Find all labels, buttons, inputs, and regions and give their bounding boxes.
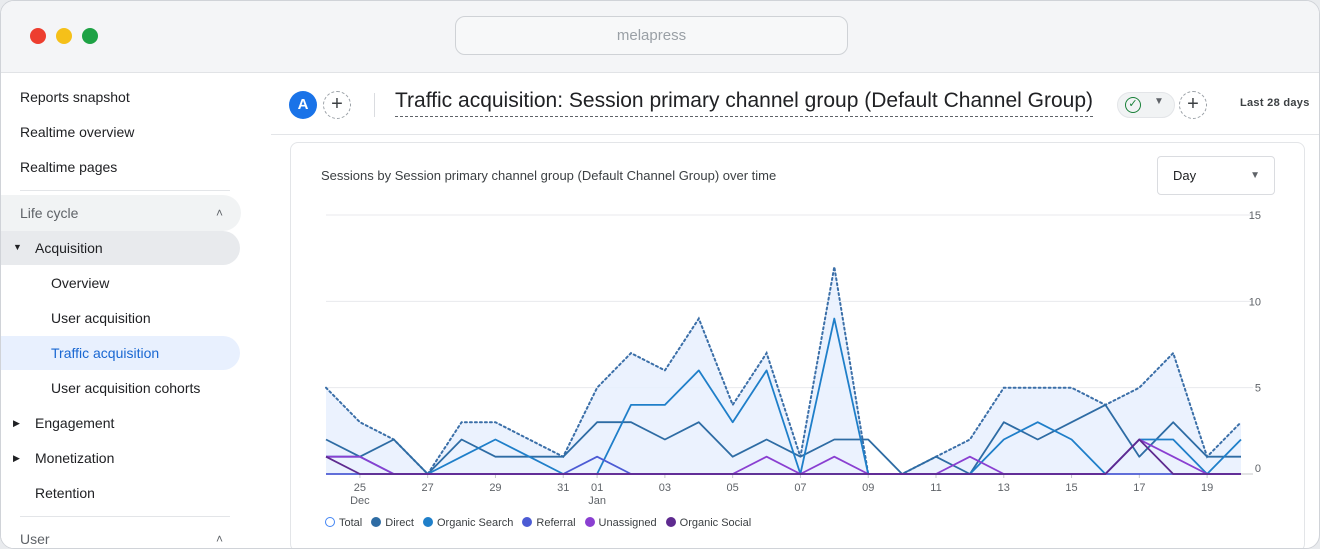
comparison-avatar[interactable]: A bbox=[289, 91, 317, 119]
caret-down-icon: ▼ bbox=[1250, 170, 1260, 181]
address-bar[interactable]: melapress bbox=[455, 16, 848, 55]
nav-retention[interactable]: Retention bbox=[35, 485, 95, 501]
caret-right-icon[interactable]: ▶ bbox=[13, 453, 20, 463]
report-status-button[interactable]: ✓ ▼ bbox=[1117, 92, 1175, 118]
nav-engagement[interactable]: Engagement bbox=[35, 415, 115, 431]
sidebar: Reports snapshot Realtime overview Realt… bbox=[1, 73, 271, 548]
legend-swatch bbox=[522, 517, 533, 527]
legend-swatch bbox=[584, 517, 595, 527]
x-tick-sublabel: Jan bbox=[588, 495, 606, 507]
legend-item[interactable]: Direct bbox=[371, 517, 414, 529]
x-tick-label: 25 bbox=[354, 482, 366, 494]
granularity-value: Day bbox=[1173, 168, 1197, 183]
legend-swatch bbox=[325, 517, 335, 527]
date-range-label[interactable]: Last 28 days bbox=[1240, 97, 1310, 109]
legend-label: Organic Search bbox=[436, 517, 514, 529]
granularity-select[interactable]: Day ▼ bbox=[1157, 156, 1275, 195]
x-tick-label: 31 bbox=[557, 482, 569, 494]
legend-item[interactable]: Referral bbox=[522, 517, 576, 529]
sidebar-divider bbox=[20, 190, 230, 191]
close-window-button[interactable] bbox=[30, 28, 46, 44]
maximize-window-button[interactable] bbox=[82, 28, 98, 44]
nav-user-acquisition-cohorts[interactable]: User acquisition cohorts bbox=[51, 380, 201, 396]
legend-swatch bbox=[422, 517, 433, 527]
caret-down-icon[interactable]: ▼ bbox=[13, 242, 22, 252]
y-tick-label: 15 bbox=[1249, 210, 1261, 222]
x-tick-label: 15 bbox=[1065, 482, 1077, 494]
legend-label: Total bbox=[339, 517, 363, 529]
add-button[interactable]: + bbox=[1179, 91, 1207, 119]
sidebar-divider bbox=[20, 516, 230, 517]
add-comparison-button[interactable]: + bbox=[323, 91, 351, 119]
chart-card: Sessions by Session primary channel grou… bbox=[290, 142, 1305, 548]
nav-acquisition-overview[interactable]: Overview bbox=[51, 275, 110, 291]
page-title[interactable]: Traffic acquisition: Session primary cha… bbox=[395, 89, 1094, 117]
x-tick-label: 19 bbox=[1201, 482, 1213, 494]
x-tick-label: 27 bbox=[422, 482, 434, 494]
chevron-up-icon: ˄ bbox=[215, 206, 223, 220]
section-life-cycle[interactable]: Life cycle ˄ bbox=[1, 195, 241, 231]
nav-selected-highlight bbox=[1, 336, 240, 370]
minimize-window-button[interactable] bbox=[56, 28, 72, 44]
x-tick-sublabel: Dec bbox=[350, 495, 370, 507]
nav-acquisition[interactable]: Acquisition bbox=[35, 240, 103, 256]
legend-swatch bbox=[665, 517, 676, 527]
x-tick-label: 01 bbox=[591, 482, 603, 494]
legend-item[interactable]: Organic Search bbox=[422, 517, 514, 529]
x-tick-label: 03 bbox=[659, 482, 671, 494]
legend-swatch bbox=[371, 517, 382, 527]
nav-user-acquisition[interactable]: User acquisition bbox=[51, 310, 151, 326]
x-tick-label: 11 bbox=[930, 482, 941, 494]
report-header: A + Traffic acquisition: Session primary… bbox=[271, 73, 1319, 135]
y-tick-label: 0 bbox=[1255, 463, 1261, 475]
x-tick-label: 07 bbox=[794, 482, 806, 494]
section-user[interactable]: User ˄ bbox=[1, 521, 241, 548]
x-tick-label: 29 bbox=[489, 482, 501, 494]
x-tick-label: 17 bbox=[1133, 482, 1145, 494]
chevron-up-icon: ˄ bbox=[215, 532, 223, 546]
nav-realtime-pages[interactable]: Realtime pages bbox=[20, 159, 118, 175]
nav-reports-snapshot[interactable]: Reports snapshot bbox=[20, 89, 130, 105]
series-line-total bbox=[325, 266, 1242, 476]
caret-right-icon[interactable]: ▶ bbox=[13, 418, 20, 428]
chart-title: Sessions by Session primary channel grou… bbox=[321, 168, 777, 183]
y-tick-label: 5 bbox=[1255, 383, 1261, 395]
legend-label: Referral bbox=[536, 517, 576, 529]
nav-monetization[interactable]: Monetization bbox=[35, 450, 115, 466]
legend-label: Unassigned bbox=[598, 517, 657, 529]
section-user-label: User bbox=[20, 531, 50, 547]
legend-label: Organic Social bbox=[679, 517, 752, 529]
nav-traffic-acquisition[interactable]: Traffic acquisition bbox=[51, 345, 160, 361]
legend-item[interactable]: Organic Social bbox=[665, 517, 752, 529]
x-tick-label: 09 bbox=[862, 482, 874, 494]
header-separator bbox=[374, 93, 375, 117]
series-area-total bbox=[326, 266, 1241, 474]
legend-item[interactable]: Unassigned bbox=[584, 517, 657, 529]
legend-label: Direct bbox=[385, 517, 414, 529]
series-line-organic-social bbox=[325, 438, 1241, 475]
section-life-cycle-label: Life cycle bbox=[20, 205, 79, 221]
nav-realtime-overview[interactable]: Realtime overview bbox=[20, 124, 135, 140]
caret-down-icon: ▼ bbox=[1154, 96, 1164, 107]
check-circle-icon: ✓ bbox=[1125, 97, 1141, 113]
chart-legend: Total Direct Organic Search Referral Unassig… bbox=[325, 517, 760, 533]
nav-acquisition-highlight bbox=[1, 231, 240, 265]
legend-item[interactable]: Total bbox=[325, 517, 362, 529]
title-bar: melapress bbox=[1, 1, 1319, 73]
y-tick-label: 10 bbox=[1249, 296, 1261, 308]
x-tick-label: 05 bbox=[727, 482, 739, 494]
series-line-organic-search bbox=[326, 317, 1242, 475]
x-tick-label: 13 bbox=[998, 482, 1010, 494]
